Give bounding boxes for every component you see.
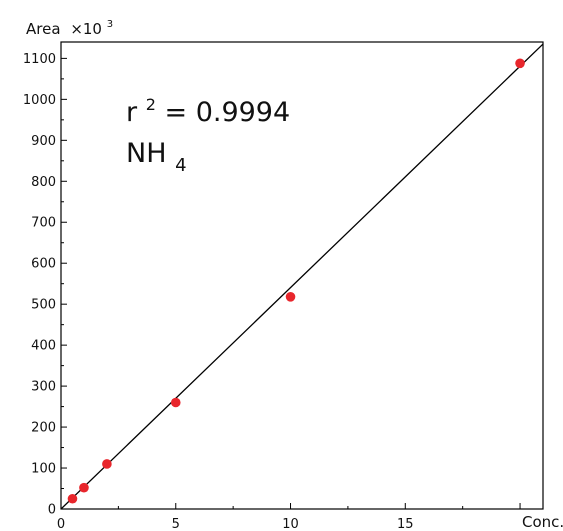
y-axis-title-label: Area bbox=[26, 20, 61, 38]
x-axis-title: Conc. bbox=[522, 513, 563, 531]
y-tick-label: 700 bbox=[31, 216, 56, 231]
data-point bbox=[285, 292, 296, 302]
compound-name: NH bbox=[126, 138, 167, 169]
y-tick-label: 800 bbox=[31, 175, 56, 190]
regression-line bbox=[60, 43, 544, 510]
y-tick-label: 1000 bbox=[23, 93, 56, 108]
x-tick-label: 10 bbox=[282, 517, 299, 531]
y-tick-label: 200 bbox=[31, 421, 56, 436]
y-axis-exponent: 3 bbox=[107, 19, 113, 30]
y-tick-label: 300 bbox=[31, 380, 56, 395]
x-axis-ticks: 0 5 10 15 bbox=[57, 503, 521, 531]
x-tick-label: 15 bbox=[397, 517, 414, 531]
compound-annotation: NH 4 bbox=[126, 138, 187, 176]
data-point bbox=[102, 459, 112, 469]
y-tick-label: 100 bbox=[31, 462, 56, 477]
y-tick-label: 400 bbox=[31, 339, 56, 354]
data-point bbox=[79, 482, 89, 493]
data-point bbox=[515, 58, 525, 69]
r-symbol: r bbox=[126, 97, 138, 128]
x-tick-label: 5 bbox=[172, 517, 180, 531]
x-tick-label: 0 bbox=[57, 517, 65, 531]
y-axis-title: Area ×10 3 bbox=[26, 19, 113, 38]
plot-frame bbox=[60, 41, 544, 510]
y-axis-ticks: 0 100 200 300 400 500 600 700 800 900 1000 1100 bbox=[23, 52, 67, 518]
compound-subscript: 4 bbox=[175, 155, 186, 176]
y-tick-label: 500 bbox=[31, 298, 56, 313]
y-axis-multiplier: ×10 bbox=[70, 20, 102, 38]
data-point bbox=[67, 493, 78, 504]
y-tick-label: 1100 bbox=[23, 52, 56, 67]
y-tick-label: 600 bbox=[31, 257, 56, 272]
r-exponent: 2 bbox=[146, 95, 156, 114]
y-tick-label: 900 bbox=[31, 134, 56, 149]
y-tick-label: 0 bbox=[48, 503, 56, 518]
r-squared-annotation: r 2 = 0.9994 bbox=[126, 86, 290, 128]
data-point bbox=[170, 397, 181, 408]
data-points bbox=[67, 58, 525, 504]
r-value: = 0.9994 bbox=[164, 97, 290, 128]
